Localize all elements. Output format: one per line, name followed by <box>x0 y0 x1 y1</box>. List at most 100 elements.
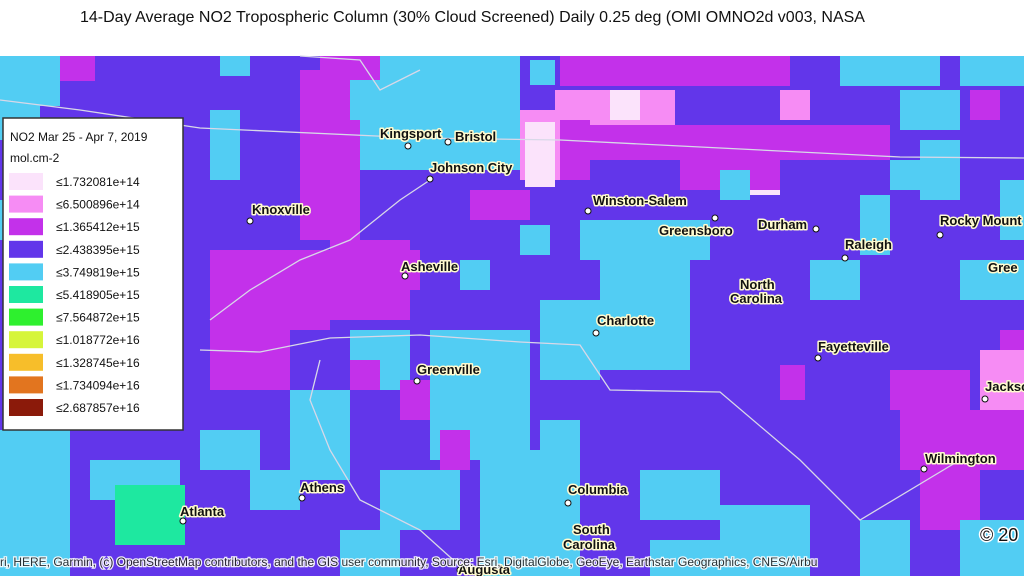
grid-cell <box>0 56 60 106</box>
legend-swatch <box>9 308 43 326</box>
legend-swatch <box>9 240 43 258</box>
grid-cell <box>960 520 1024 576</box>
grid-cell <box>540 300 600 380</box>
grid-cell <box>350 80 520 170</box>
legend-swatch <box>9 376 43 394</box>
grid-cell <box>580 220 710 260</box>
place-dot <box>592 329 600 337</box>
place-label: Greenville <box>417 362 480 377</box>
grid-cell <box>350 360 380 390</box>
legend-unit: mol.cm-2 <box>10 151 60 165</box>
legend-swatch <box>9 218 43 236</box>
grid-cell <box>470 190 530 220</box>
grid-cell <box>340 530 400 576</box>
grid-cell <box>400 380 430 420</box>
place-label: Kingsport <box>380 126 442 141</box>
place-labels: Kingsport Bristol Johnson City Knoxville Win… <box>179 125 1024 576</box>
legend-label: ≤3.749819e+15 <box>56 265 140 279</box>
place-label: Wilmington <box>925 451 996 466</box>
place-label: Asheville <box>401 259 458 274</box>
place-label: Raleigh <box>845 237 892 252</box>
grid-cell <box>640 470 720 520</box>
grid-cell <box>610 90 640 120</box>
place-dot <box>841 254 849 262</box>
place-label: Carolina <box>730 291 783 306</box>
legend-label: ≤1.734094e+16 <box>56 378 140 392</box>
place-dot <box>920 465 928 473</box>
legend-swatch <box>9 173 43 190</box>
place-label: Gree <box>988 260 1018 275</box>
legend-swatch <box>9 286 43 303</box>
grid-cell <box>0 500 60 576</box>
grid-cell <box>530 60 555 85</box>
grid-cell <box>300 120 360 240</box>
legend-label: ≤1.365412e+15 <box>56 220 140 234</box>
grid-cell <box>720 170 750 200</box>
copyright: © 20 <box>980 525 1018 545</box>
grid-cell <box>860 520 910 576</box>
place-dot <box>413 377 421 385</box>
grid-cell <box>890 370 970 410</box>
place-dot <box>426 175 434 183</box>
legend-label: ≤1.018772e+16 <box>56 333 140 347</box>
grid-cell <box>380 470 460 530</box>
place-dot <box>404 142 412 150</box>
grid-cell <box>525 122 555 187</box>
legend-label: ≤2.687857e+16 <box>56 401 140 415</box>
grid-cell <box>290 390 350 480</box>
legend: NO2 Mar 25 - Apr 7, 2019 mol.cm-2 ≤1.732… <box>2 117 184 431</box>
grid-cell <box>840 56 940 86</box>
place-label: Durham <box>758 217 807 232</box>
place-dot <box>401 272 409 280</box>
place-dot <box>981 395 989 403</box>
place-label: Jackso <box>985 379 1024 394</box>
place-label: Atlanta <box>180 504 225 519</box>
grid-cell <box>780 90 810 120</box>
place-dot <box>179 517 187 525</box>
legend-title: NO2 Mar 25 - Apr 7, 2019 <box>10 130 148 144</box>
place-label: Charlotte <box>597 313 654 328</box>
grid-cell <box>890 160 925 190</box>
place-label: Johnson City <box>430 160 513 175</box>
attribution: ri, HERE, Garmin, (c) OpenStreetMap cont… <box>0 555 817 569</box>
place-label: Bristol <box>455 129 496 144</box>
legend-swatch <box>9 331 43 349</box>
legend-label: ≤6.500896e+14 <box>56 198 140 212</box>
place-label: Knoxville <box>252 202 310 217</box>
grid-cell <box>900 90 960 130</box>
grid-cell <box>600 260 690 370</box>
legend-label: ≤2.438395e+15 <box>56 243 140 257</box>
legend-label: ≤1.328745e+16 <box>56 356 140 370</box>
grid-cell <box>920 140 960 200</box>
grid-cell <box>970 90 1000 120</box>
grid-cell <box>60 56 95 81</box>
place-label: Augusta <box>458 562 511 576</box>
place-dot <box>298 494 306 502</box>
grid-cell <box>960 56 1024 86</box>
legend-swatch <box>9 353 43 371</box>
title-bar <box>0 0 1024 56</box>
place-label: Fayetteville <box>818 339 889 354</box>
place-label: Winston-Salem <box>593 193 687 208</box>
grid-cell <box>810 260 860 300</box>
grid-cell <box>520 225 550 255</box>
legend-swatch <box>9 263 43 281</box>
place-label: Athens <box>300 480 344 495</box>
place-dot <box>711 214 719 222</box>
boundaries <box>0 55 1024 576</box>
grid-cell <box>1000 180 1024 240</box>
map-title: 14-Day Average NO2 Tropospheric Column (… <box>80 9 865 26</box>
grid-cell <box>650 540 720 576</box>
grid-cell <box>390 250 420 290</box>
place-dot <box>564 499 572 507</box>
grid-cell <box>860 195 890 255</box>
place-label: Columbia <box>568 482 628 497</box>
grid-cell <box>115 485 185 545</box>
place-label: Rocky Mount <box>940 213 1022 228</box>
grid-cell <box>460 260 490 290</box>
legend-label: ≤5.418905e+15 <box>56 288 140 302</box>
grid-cell <box>920 440 960 480</box>
grid-cell <box>480 450 580 576</box>
grid-cell <box>210 330 290 390</box>
